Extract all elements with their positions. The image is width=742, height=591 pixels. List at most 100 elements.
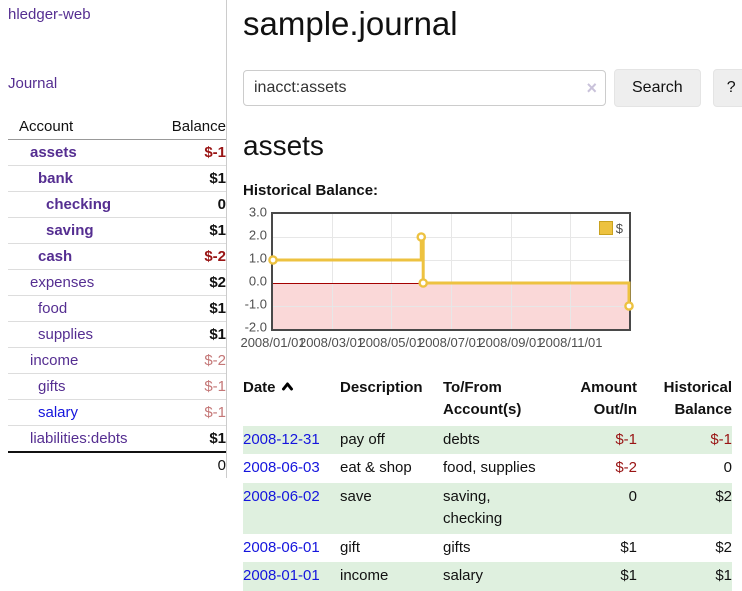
data-point-marker	[268, 254, 278, 265]
register-header-amount[interactable]: Amount Out/In	[580, 378, 637, 419]
search-input[interactable]	[243, 69, 606, 106]
transaction-balance: 0	[723, 459, 732, 477]
balance-series	[268, 231, 634, 311]
register-header-balance[interactable]: Historical Balance	[663, 378, 732, 419]
app-title-link[interactable]: hledger-web	[8, 6, 91, 23]
data-point-marker	[624, 300, 634, 311]
transaction-balance: $1	[715, 567, 732, 585]
account-name-cell: income	[8, 347, 158, 374]
accounts-total-balance: 0	[157, 451, 226, 478]
page-title: sample.journal	[243, 5, 458, 42]
transaction-amount: $1	[620, 567, 637, 585]
sidebar-account-link[interactable]: cash	[38, 248, 73, 265]
transaction-description: save	[340, 487, 372, 505]
y-gridline	[273, 236, 629, 238]
sidebar-account-link[interactable]: income	[30, 352, 79, 369]
y-axis-tick-label: 3.0	[248, 204, 267, 220]
transaction-accounts: saving, checking	[443, 487, 503, 528]
sidebar-item-journal[interactable]: Journal	[8, 75, 58, 92]
transaction-date-link[interactable]: 2008-06-03	[243, 459, 320, 477]
clear-search-icon[interactable]: ×	[586, 77, 597, 98]
account-name-cell: liabilities:debts	[8, 425, 158, 452]
account-name-cell: supplies	[8, 321, 158, 348]
account-balance: $1	[157, 217, 226, 244]
y-gridline	[273, 259, 629, 261]
register-table: Date Description To/From Account(s) Amou…	[243, 375, 732, 591]
transaction-description: income	[340, 567, 389, 585]
account-balance: $2	[157, 269, 226, 296]
account-name-cell: assets	[8, 140, 158, 166]
transaction-date-link[interactable]: 2008-01-01	[243, 567, 320, 585]
chart-title: Historical Balance:	[243, 181, 379, 199]
sidebar-account-link[interactable]: expenses	[30, 274, 95, 291]
account-row: income $-2	[8, 347, 226, 374]
account-balance: $1	[157, 425, 226, 452]
register-header-description[interactable]: Description	[340, 378, 423, 396]
register-row: 2008-06-01 gift gifts $1 $2	[243, 534, 732, 563]
account-balance: $-1	[204, 144, 226, 161]
x-gridline	[391, 213, 393, 329]
y-axis-tick-label: 0.0	[248, 273, 267, 289]
transaction-date-link[interactable]: 2008-06-02	[243, 487, 320, 505]
transaction-accounts: debts	[443, 430, 480, 448]
account-name-cell: expenses	[8, 269, 158, 296]
account-row: supplies $1	[8, 321, 226, 348]
historical-balance-chart: $3.0 2.0 1.0 0.0 -1.0 -2.0 2008/01/01 2008/03/0…	[240, 204, 635, 355]
accounts-table: Account Balance assets $-1 bank $1 checking 0…	[8, 114, 226, 478]
register-header-date[interactable]: Date	[243, 375, 340, 426]
transaction-balance: $-1	[710, 430, 732, 448]
sidebar-account-link[interactable]: bank	[38, 170, 74, 187]
account-name-cell: cash	[8, 243, 158, 270]
transaction-date-cell: 2008-06-02	[243, 483, 340, 534]
sidebar-account-link[interactable]: checking	[46, 196, 112, 213]
account-row: bank $1	[8, 165, 226, 192]
series-line	[273, 235, 631, 306]
account-row: assets $-1	[8, 140, 226, 166]
account-row: gifts $-1	[8, 373, 226, 400]
x-axis-tick-label: 2008/09/01	[478, 334, 544, 350]
sidebar-account-link[interactable]: saving	[46, 222, 94, 239]
accounts-header-account: Account	[8, 114, 158, 140]
account-name-cell: bank	[8, 165, 158, 192]
sidebar-account-link[interactable]: assets	[30, 144, 77, 161]
transaction-amount: $-2	[615, 459, 637, 477]
y-axis-tick-label: 2.0	[248, 227, 267, 243]
account-balance: $1	[157, 321, 226, 348]
sidebar-account-link[interactable]: salary	[38, 404, 79, 421]
sidebar: hledger-web Journal Account Balance asse…	[0, 0, 227, 478]
search-button[interactable]: Search	[614, 68, 701, 107]
sort-ascending-icon	[281, 382, 293, 391]
legend-swatch-icon	[598, 221, 613, 236]
data-point-marker	[418, 277, 429, 288]
help-button[interactable]: ?	[712, 68, 742, 107]
sidebar-account-link[interactable]: supplies	[38, 326, 94, 343]
account-row: cash $-2	[8, 243, 226, 270]
sidebar-account-link[interactable]: liabilities:debts	[30, 430, 128, 447]
register-row: 2008-12-31 pay off debts $-1 $-1	[243, 425, 732, 455]
transaction-date-cell: 2008-06-03	[243, 454, 340, 483]
account-balance: $-1	[157, 373, 226, 400]
transaction-accounts: food, supplies	[443, 459, 536, 477]
register-row: 2008-01-01 income salary $1 $1	[243, 562, 732, 591]
transaction-date-link[interactable]: 2008-06-01	[243, 538, 320, 556]
account-balance: $-2	[157, 347, 226, 374]
account-name-cell: saving	[8, 217, 158, 244]
account-balance: $-2	[157, 243, 226, 270]
transaction-date-cell: 2008-01-01	[243, 562, 340, 591]
search-input-wrap: ×	[243, 69, 606, 106]
sidebar-account-link[interactable]: food	[38, 300, 68, 317]
sidebar-account-link[interactable]: gifts	[38, 378, 66, 395]
transaction-description: pay off	[340, 430, 385, 448]
account-balance: $1	[157, 165, 226, 192]
register-header-accounts[interactable]: To/From Account(s)	[443, 378, 522, 419]
x-axis-tick-label: 2008/07/01	[417, 334, 484, 350]
x-gridline	[331, 213, 333, 329]
transaction-date-link[interactable]: 2008-12-31	[243, 430, 320, 448]
y-axis-tick-label: -1.0	[244, 296, 267, 312]
account-row: expenses $2	[8, 269, 226, 296]
x-gridline	[450, 213, 452, 329]
account-row: liabilities:debts $1	[8, 425, 226, 452]
register-row: 2008-06-03 eat & shop food, supplies $-2 0	[243, 454, 732, 483]
account-name-cell: checking	[8, 191, 158, 218]
